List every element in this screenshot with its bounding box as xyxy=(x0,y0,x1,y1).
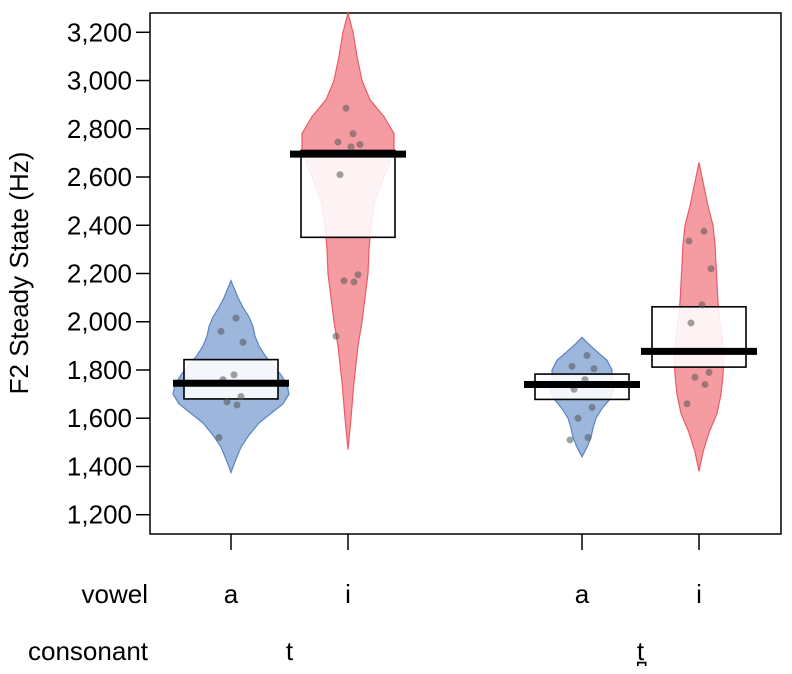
data-point xyxy=(590,365,598,373)
data-point xyxy=(233,401,241,409)
data-point xyxy=(347,143,355,151)
data-point xyxy=(230,371,238,379)
data-point xyxy=(700,227,708,235)
y-axis: 1,200 1,400 1,600 1,800 2,000 2,200 2,400 2,600… xyxy=(67,17,150,530)
data-point xyxy=(336,171,344,179)
y-tick-label: 2,000 xyxy=(67,307,132,337)
violin-layer xyxy=(172,10,757,475)
data-point xyxy=(687,319,695,327)
y-tick-label: 1,200 xyxy=(67,500,132,530)
y-tick-label: 1,400 xyxy=(67,451,132,481)
consonant-label: t xyxy=(286,636,294,666)
y-tick-label: 2,400 xyxy=(67,210,132,240)
interval-box xyxy=(300,149,396,239)
data-point xyxy=(334,138,342,146)
data-point xyxy=(239,338,247,346)
data-point xyxy=(707,265,715,273)
x-axis: a i a i t t̪ xyxy=(224,534,702,667)
data-point xyxy=(232,314,240,322)
consonant-row-label: consonant xyxy=(28,636,149,666)
violin-group xyxy=(524,336,640,459)
data-point xyxy=(217,327,225,335)
y-tick-label: 2,200 xyxy=(67,259,132,289)
vowel-label: i xyxy=(345,579,351,609)
y-axis-label: F2 Steady State (Hz) xyxy=(4,152,34,395)
data-point xyxy=(223,398,231,406)
data-point xyxy=(588,403,596,411)
y-tick-label: 1,600 xyxy=(67,403,132,433)
vowel-label: a xyxy=(575,579,590,609)
data-point xyxy=(566,436,574,444)
vowel-label: a xyxy=(224,579,239,609)
data-point xyxy=(701,380,709,388)
data-point xyxy=(698,301,706,309)
data-point xyxy=(356,140,364,148)
y-tick-label: 3,200 xyxy=(67,17,132,47)
data-point xyxy=(705,368,713,376)
consonant-label: t̪ xyxy=(637,636,647,667)
data-point xyxy=(332,332,340,340)
y-tick-label: 3,000 xyxy=(67,66,132,96)
data-point xyxy=(691,373,699,381)
data-point xyxy=(350,278,358,286)
interval-box xyxy=(183,358,279,400)
vowel-row-label: vowel xyxy=(82,579,148,609)
data-point xyxy=(583,352,591,360)
violin-group xyxy=(172,279,290,475)
data-point xyxy=(349,130,357,138)
data-point xyxy=(584,434,592,442)
vowel-label: i xyxy=(696,579,702,609)
data-point xyxy=(340,277,348,285)
violin-group xyxy=(290,10,406,450)
data-point xyxy=(354,271,362,279)
data-point xyxy=(342,104,350,112)
data-point xyxy=(568,362,576,370)
data-point xyxy=(683,400,691,408)
y-tick-label: 2,600 xyxy=(67,162,132,192)
violin-group xyxy=(641,162,757,472)
interval-box xyxy=(651,305,747,368)
data-point xyxy=(685,237,693,245)
y-tick-label: 2,800 xyxy=(67,114,132,144)
data-point xyxy=(237,393,245,401)
y-tick-label: 1,800 xyxy=(67,355,132,385)
data-point xyxy=(574,414,582,422)
data-point xyxy=(215,434,223,442)
